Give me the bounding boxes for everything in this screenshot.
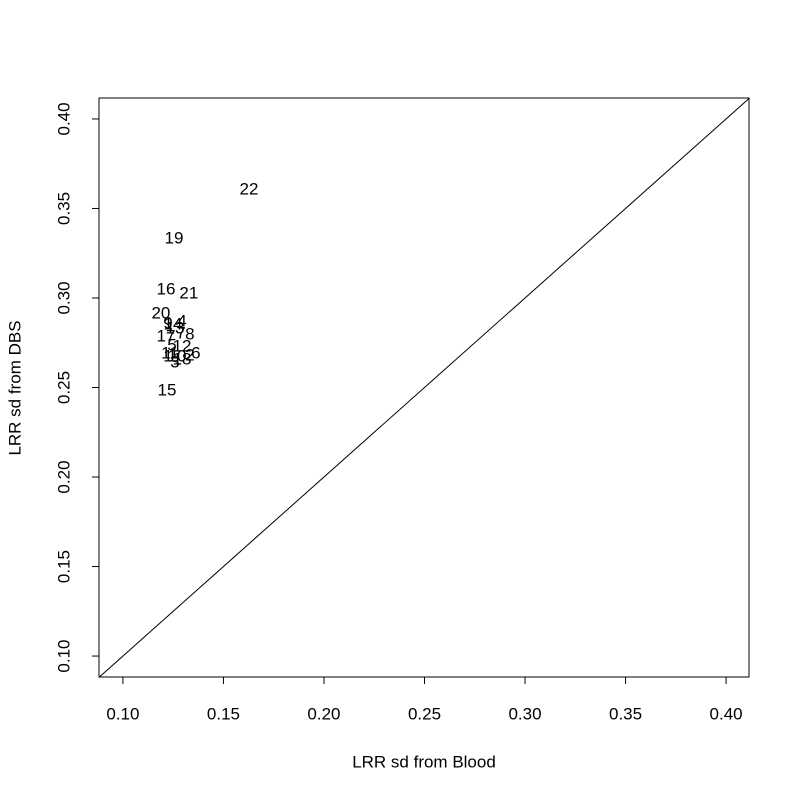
point-label: 7 <box>176 323 185 342</box>
point-label: 16 <box>156 279 175 298</box>
point-label: 6 <box>191 344 200 363</box>
point-label: 1 <box>163 347 172 366</box>
point-label: 13 <box>166 318 185 337</box>
point-label: 14 <box>164 315 183 334</box>
y-tick-label: 0.10 <box>54 640 73 673</box>
y-tick-label: 0.30 <box>54 281 73 314</box>
x-axis-label: LRR sd from Blood <box>352 752 496 771</box>
point-label: 20 <box>151 303 170 322</box>
x-tick-label: 0.35 <box>609 704 642 723</box>
x-tick-label: 0.25 <box>408 704 441 723</box>
x-tick-label: 0.40 <box>710 704 743 723</box>
x-tick-label: 0.30 <box>508 704 541 723</box>
point-label: 19 <box>165 228 184 247</box>
y-tick-label: 0.35 <box>54 192 73 225</box>
identity-line <box>99 98 750 678</box>
point-label: 5 <box>167 335 176 354</box>
y-tick-label: 0.20 <box>54 460 73 493</box>
x-tick-label: 0.15 <box>207 704 240 723</box>
x-tick-label: 0.10 <box>106 704 139 723</box>
y-tick-label: 0.25 <box>54 371 73 404</box>
point-label: 15 <box>157 381 176 400</box>
y-tick-label: 0.40 <box>54 102 73 135</box>
point-label: 3 <box>170 352 179 371</box>
x-tick-label: 0.20 <box>307 704 340 723</box>
y-axis-label: LRR sd from DBS <box>5 320 24 455</box>
point-label: 17 <box>156 326 175 345</box>
point-label: 8 <box>185 325 194 344</box>
point-label: 18 <box>173 349 192 368</box>
y-tick-label: 0.15 <box>54 550 73 583</box>
point-label: 4 <box>177 311 186 330</box>
point-label: 21 <box>179 284 198 303</box>
point-label: 9 <box>163 313 172 332</box>
point-label: 10 <box>168 347 187 366</box>
point-label: 11 <box>161 344 179 363</box>
point-label: 2 <box>185 345 194 364</box>
point-label: 22 <box>240 180 259 199</box>
point-label: 12 <box>173 337 192 356</box>
